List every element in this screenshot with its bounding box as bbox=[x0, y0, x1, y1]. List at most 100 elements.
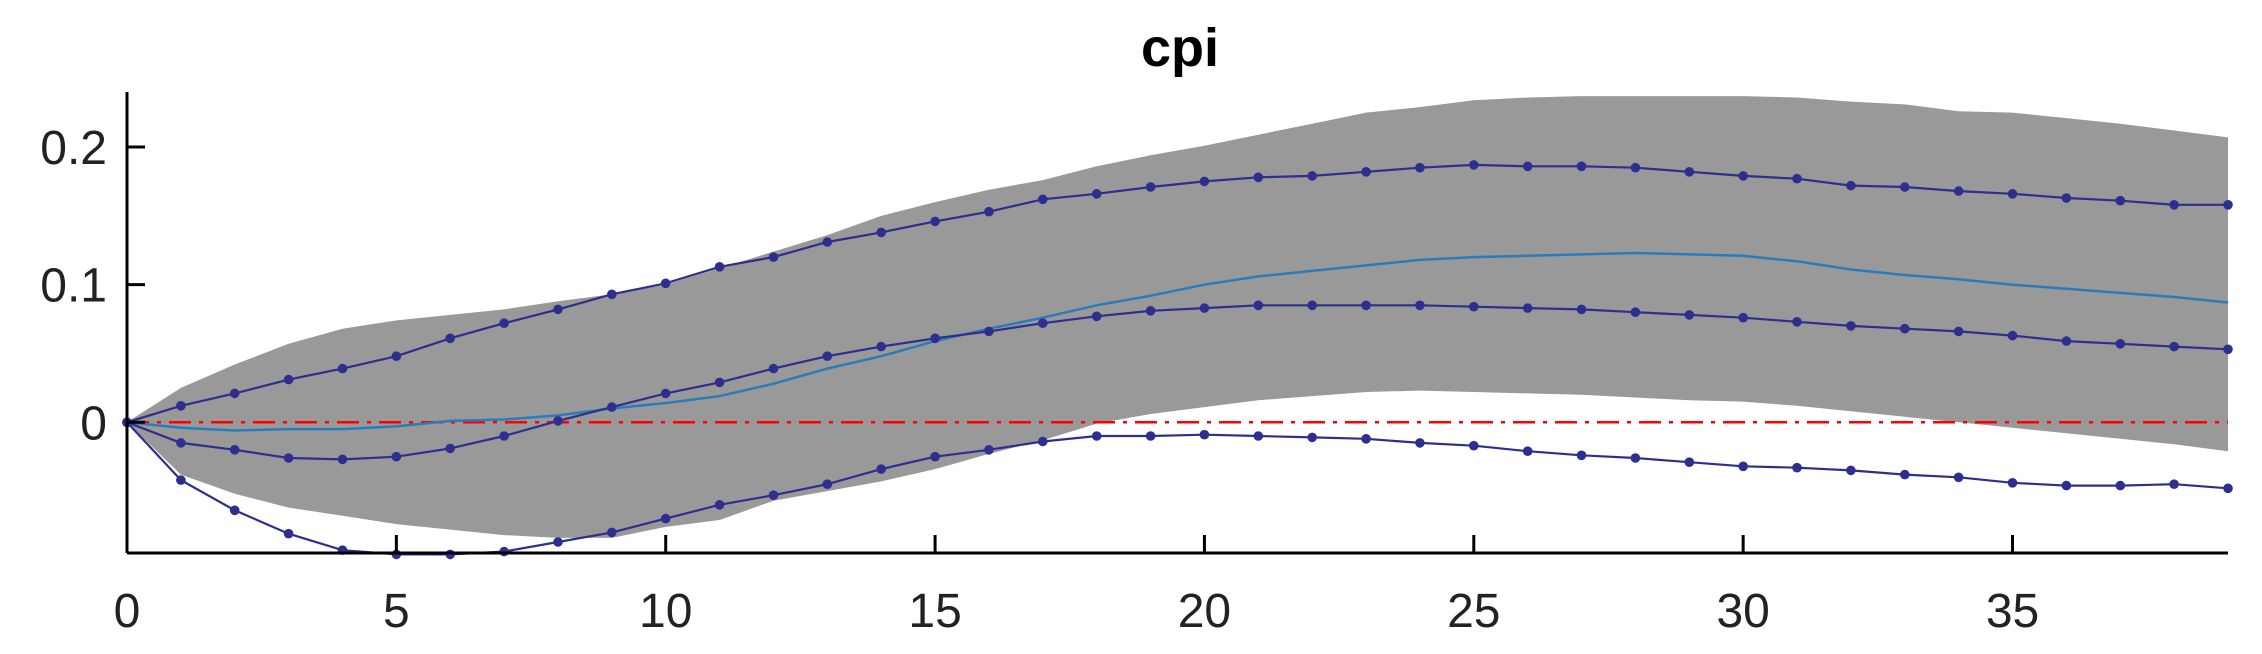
y-tick-label: 0 bbox=[80, 397, 107, 450]
y-ticks: 0 0.1 0.2 bbox=[40, 122, 145, 450]
data-point bbox=[1792, 173, 1802, 184]
x-tick-label: 0 bbox=[114, 585, 141, 638]
x-tick-label: 10 bbox=[639, 585, 692, 638]
data-point bbox=[1469, 440, 1479, 451]
marker-series-line bbox=[126, 304, 2229, 461]
data-point bbox=[1792, 317, 1802, 327]
data-point bbox=[822, 237, 833, 247]
data-point bbox=[768, 363, 779, 374]
data-point bbox=[2169, 479, 2179, 490]
data-point bbox=[2169, 341, 2179, 352]
data-point bbox=[768, 252, 779, 262]
data-point bbox=[1253, 300, 1264, 311]
data-point bbox=[1307, 171, 1317, 181]
data-point bbox=[1522, 446, 1533, 457]
data-point bbox=[1846, 465, 1856, 476]
data-point bbox=[1522, 161, 1533, 172]
data-point bbox=[283, 528, 294, 539]
data-point bbox=[984, 206, 994, 217]
data-point bbox=[607, 289, 617, 300]
data-point bbox=[2223, 344, 2233, 355]
data-point bbox=[1684, 167, 1695, 177]
data-point bbox=[499, 318, 509, 329]
data-point bbox=[2115, 339, 2126, 349]
data-point bbox=[984, 326, 994, 337]
data-point bbox=[2223, 483, 2233, 494]
data-point bbox=[391, 351, 402, 362]
data-point bbox=[1576, 304, 1587, 315]
data-point bbox=[1630, 453, 1641, 463]
data-point bbox=[337, 454, 348, 465]
data-point bbox=[2061, 193, 2072, 203]
data-point bbox=[391, 451, 402, 462]
x-tick-label: 5 bbox=[383, 585, 410, 638]
data-point bbox=[876, 341, 886, 352]
chart-title: cpi bbox=[1141, 18, 1219, 78]
data-point bbox=[714, 262, 725, 272]
data-point bbox=[2061, 336, 2072, 346]
axes: 0 5 10 15 20 25 30 35 0 0.1 0.2 bbox=[40, 92, 2228, 638]
data-point bbox=[984, 445, 994, 455]
data-point bbox=[1846, 321, 1856, 331]
data-point bbox=[822, 351, 833, 362]
data-point bbox=[930, 216, 940, 227]
data-point bbox=[176, 475, 186, 485]
data-point bbox=[1361, 434, 1371, 444]
data-point bbox=[1738, 171, 1748, 181]
marker-series-2 bbox=[122, 300, 2233, 465]
marker-series-1 bbox=[122, 160, 2233, 428]
data-point bbox=[1199, 429, 1210, 440]
data-point bbox=[1900, 323, 1910, 334]
data-point bbox=[176, 438, 186, 448]
data-point bbox=[1361, 300, 1371, 311]
data-point bbox=[1953, 326, 1964, 337]
data-point bbox=[1038, 318, 1048, 329]
data-point bbox=[1361, 167, 1371, 177]
data-point bbox=[2115, 195, 2126, 206]
data-point bbox=[1900, 469, 1910, 480]
data-point bbox=[229, 388, 240, 399]
data-point bbox=[768, 490, 779, 501]
data-point bbox=[1091, 431, 1102, 441]
data-point bbox=[1038, 436, 1048, 447]
data-point bbox=[1738, 461, 1748, 472]
data-point bbox=[660, 513, 671, 524]
data-point bbox=[930, 333, 940, 344]
data-point bbox=[2007, 478, 2018, 488]
data-point bbox=[1469, 160, 1479, 170]
data-point bbox=[553, 537, 563, 547]
data-point bbox=[822, 479, 833, 490]
data-point bbox=[1199, 176, 1210, 187]
data-point bbox=[1576, 161, 1587, 172]
data-point bbox=[1792, 462, 1802, 473]
marker-series-line bbox=[126, 163, 2228, 424]
plot-area bbox=[122, 96, 2233, 560]
data-point bbox=[337, 363, 348, 374]
data-point bbox=[660, 388, 671, 399]
data-point bbox=[1145, 182, 1156, 192]
data-point bbox=[1091, 311, 1102, 322]
x-tick-label: 30 bbox=[1716, 585, 1769, 638]
data-point bbox=[1630, 162, 1641, 173]
data-point bbox=[607, 402, 617, 412]
data-point bbox=[1630, 307, 1641, 318]
x-tick-label: 20 bbox=[1178, 585, 1231, 638]
data-point bbox=[1307, 300, 1317, 311]
data-point bbox=[499, 431, 509, 441]
data-point bbox=[445, 443, 456, 454]
x-ticks: 0 5 10 15 20 25 30 35 bbox=[114, 535, 2039, 638]
data-point bbox=[714, 377, 725, 388]
data-point bbox=[876, 227, 886, 238]
data-point bbox=[1199, 303, 1210, 313]
data-point bbox=[2061, 480, 2072, 491]
x-tick-label: 35 bbox=[1986, 585, 2039, 638]
data-point bbox=[1900, 182, 1910, 192]
data-point bbox=[2007, 330, 2018, 341]
data-point bbox=[1953, 472, 1964, 483]
data-point bbox=[660, 278, 671, 289]
data-point bbox=[1684, 310, 1695, 320]
data-point bbox=[714, 500, 725, 510]
data-point bbox=[553, 304, 563, 315]
x-tick-label: 25 bbox=[1447, 585, 1500, 638]
